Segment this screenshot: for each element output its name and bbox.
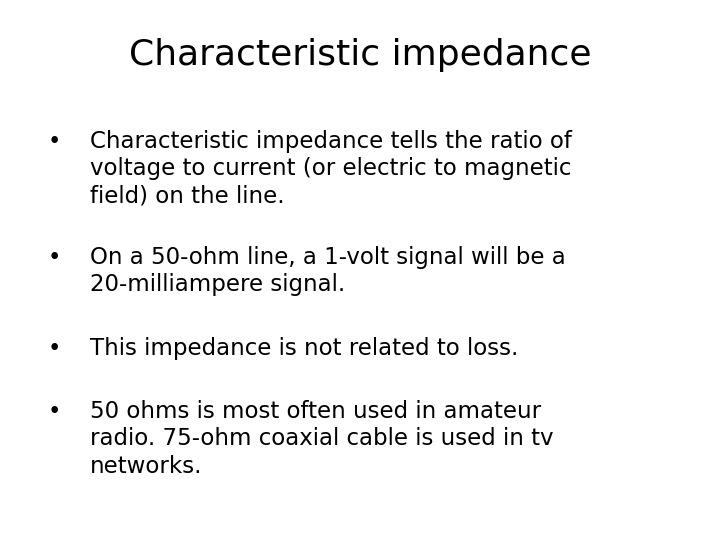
Text: 50 ohms is most often used in amateur
radio. 75-ohm coaxial cable is used in tv
: 50 ohms is most often used in amateur ra… — [90, 400, 554, 477]
Text: This impedance is not related to loss.: This impedance is not related to loss. — [90, 338, 518, 361]
Text: Characteristic impedance: Characteristic impedance — [129, 38, 591, 72]
Text: •: • — [48, 400, 60, 423]
Text: •: • — [48, 130, 60, 153]
Text: On a 50-ohm line, a 1-volt signal will be a
20-milliampere signal.: On a 50-ohm line, a 1-volt signal will b… — [90, 246, 566, 296]
Text: Characteristic impedance tells the ratio of
voltage to current (or electric to m: Characteristic impedance tells the ratio… — [90, 130, 572, 207]
Text: •: • — [48, 338, 60, 361]
Text: •: • — [48, 246, 60, 269]
